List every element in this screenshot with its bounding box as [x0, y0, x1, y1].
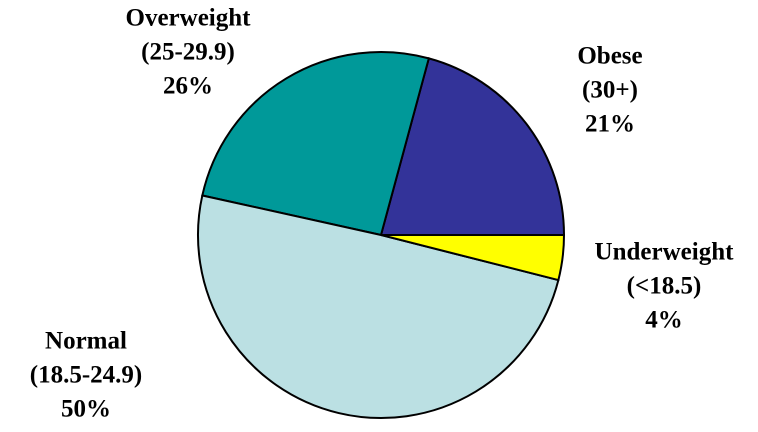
slice-label: Underweight: [595, 239, 735, 266]
slice-range: (25-29.9): [141, 39, 235, 66]
slice-value-label: 21%: [585, 111, 635, 138]
slice-value-label: 4%: [645, 307, 683, 334]
pie-slice: [380, 234, 566, 282]
slice-value-label: 50%: [61, 396, 111, 423]
pie-slice: [201, 51, 431, 237]
slice-range: (<18.5): [627, 273, 702, 300]
slice-label: Normal: [45, 328, 127, 355]
slice-label: Overweight: [126, 5, 252, 32]
slice-range: (18.5-24.9): [30, 362, 142, 389]
pie-slice: [379, 57, 566, 236]
slice-range: (30+): [582, 77, 638, 104]
pie-slice: [197, 194, 560, 419]
slice-value-label: 26%: [163, 73, 213, 100]
slice-label: Obese: [577, 43, 642, 70]
